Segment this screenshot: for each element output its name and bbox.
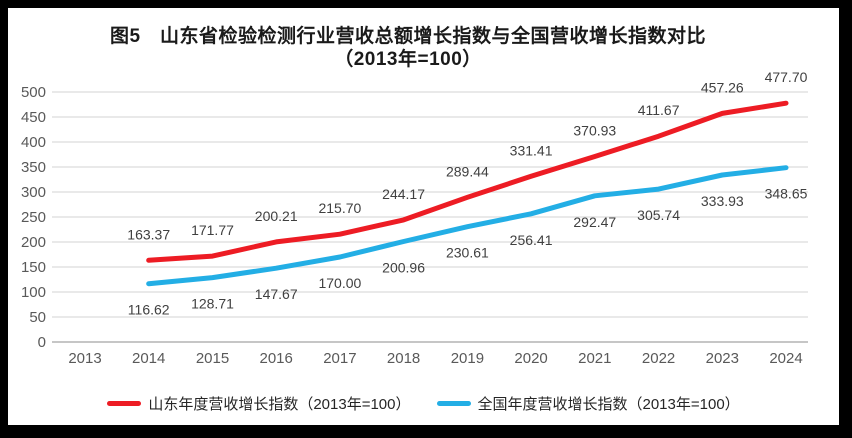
chart-title-block: 图5 山东省检验检测行业营收总额增长指数与全国营收增长指数对比 （2013年=1… bbox=[8, 25, 808, 71]
x-tick-label: 2021 bbox=[578, 350, 611, 367]
data-label-series-1: 170.00 bbox=[318, 275, 361, 291]
legend-item-1: 全国年度营收增长指数（2013年=100） bbox=[436, 393, 740, 414]
data-label-series-0: 457.26 bbox=[701, 79, 744, 95]
x-tick-label: 2019 bbox=[451, 350, 484, 367]
x-tick-label: 2020 bbox=[514, 350, 547, 367]
data-label-series-0: 171.77 bbox=[191, 222, 234, 238]
data-label-series-0: 370.93 bbox=[573, 123, 616, 139]
data-label-series-0: 215.70 bbox=[318, 200, 361, 216]
series-line-0 bbox=[146, 100, 789, 263]
series-line-1 bbox=[146, 165, 789, 287]
y-tick-label: 250 bbox=[21, 209, 46, 226]
data-label-series-1: 147.67 bbox=[255, 286, 298, 302]
data-label-series-1: 348.65 bbox=[765, 186, 808, 202]
data-label-series-0: 331.41 bbox=[510, 142, 553, 158]
legend-item-0: 山东年度营收增长指数（2013年=100） bbox=[107, 393, 411, 414]
y-tick-label: 300 bbox=[21, 184, 46, 201]
y-tick-label: 150 bbox=[21, 259, 46, 276]
data-label-series-1: 333.93 bbox=[701, 193, 744, 209]
data-label-series-1: 305.74 bbox=[637, 207, 680, 223]
data-label-series-0: 411.67 bbox=[638, 102, 680, 118]
chart-title: 图5 山东省检验检测行业营收总额增长指数与全国营收增长指数对比 bbox=[109, 26, 707, 47]
chart-subtitle: （2013年=100） bbox=[334, 49, 482, 70]
x-tick-label: 2015 bbox=[196, 350, 229, 367]
legend-line-swatch bbox=[436, 401, 471, 406]
x-tick-label: 2022 bbox=[642, 350, 675, 367]
y-tick-label: 350 bbox=[21, 159, 46, 176]
data-label-series-1: 116.62 bbox=[128, 302, 170, 318]
x-tick-label: 2023 bbox=[706, 350, 739, 367]
data-label-series-1: 256.41 bbox=[510, 232, 553, 248]
x-tick-label: 2013 bbox=[68, 350, 101, 367]
x-tick-label: 2018 bbox=[387, 350, 420, 367]
data-label-series-0: 477.70 bbox=[765, 69, 808, 85]
y-tick-label: 100 bbox=[21, 284, 46, 301]
data-label-series-1: 292.47 bbox=[573, 214, 616, 230]
y-tick-label: 500 bbox=[21, 84, 46, 101]
legend-label: 全国年度营收增长指数（2013年=100） bbox=[477, 396, 740, 413]
data-label-series-0: 200.21 bbox=[255, 208, 298, 224]
y-tick-label: 50 bbox=[29, 309, 46, 326]
y-tick-label: 0 bbox=[38, 334, 46, 351]
legend-label: 山东年度营收增长指数（2013年=100） bbox=[148, 396, 411, 413]
y-tick-label: 450 bbox=[21, 109, 46, 126]
chart-legend: 山东年度营收增长指数（2013年=100） 全国年度营收增长指数（2013年=10… bbox=[8, 393, 839, 414]
y-tick-label: 400 bbox=[21, 134, 46, 151]
x-tick-label: 2017 bbox=[323, 350, 356, 367]
x-tick-label: 2024 bbox=[769, 350, 802, 367]
data-label-series-1: 230.61 bbox=[446, 245, 489, 261]
legend-line-swatch bbox=[107, 401, 142, 406]
y-tick-label: 200 bbox=[21, 234, 46, 251]
data-label-series-0: 244.17 bbox=[382, 186, 425, 202]
x-tick-label: 2014 bbox=[132, 350, 165, 367]
x-tick-label: 2016 bbox=[260, 350, 293, 367]
data-label-series-1: 128.71 bbox=[191, 296, 234, 312]
data-label-series-1: 200.96 bbox=[382, 260, 425, 276]
data-label-series-0: 163.37 bbox=[127, 226, 170, 242]
data-label-series-0: 289.44 bbox=[446, 163, 489, 179]
